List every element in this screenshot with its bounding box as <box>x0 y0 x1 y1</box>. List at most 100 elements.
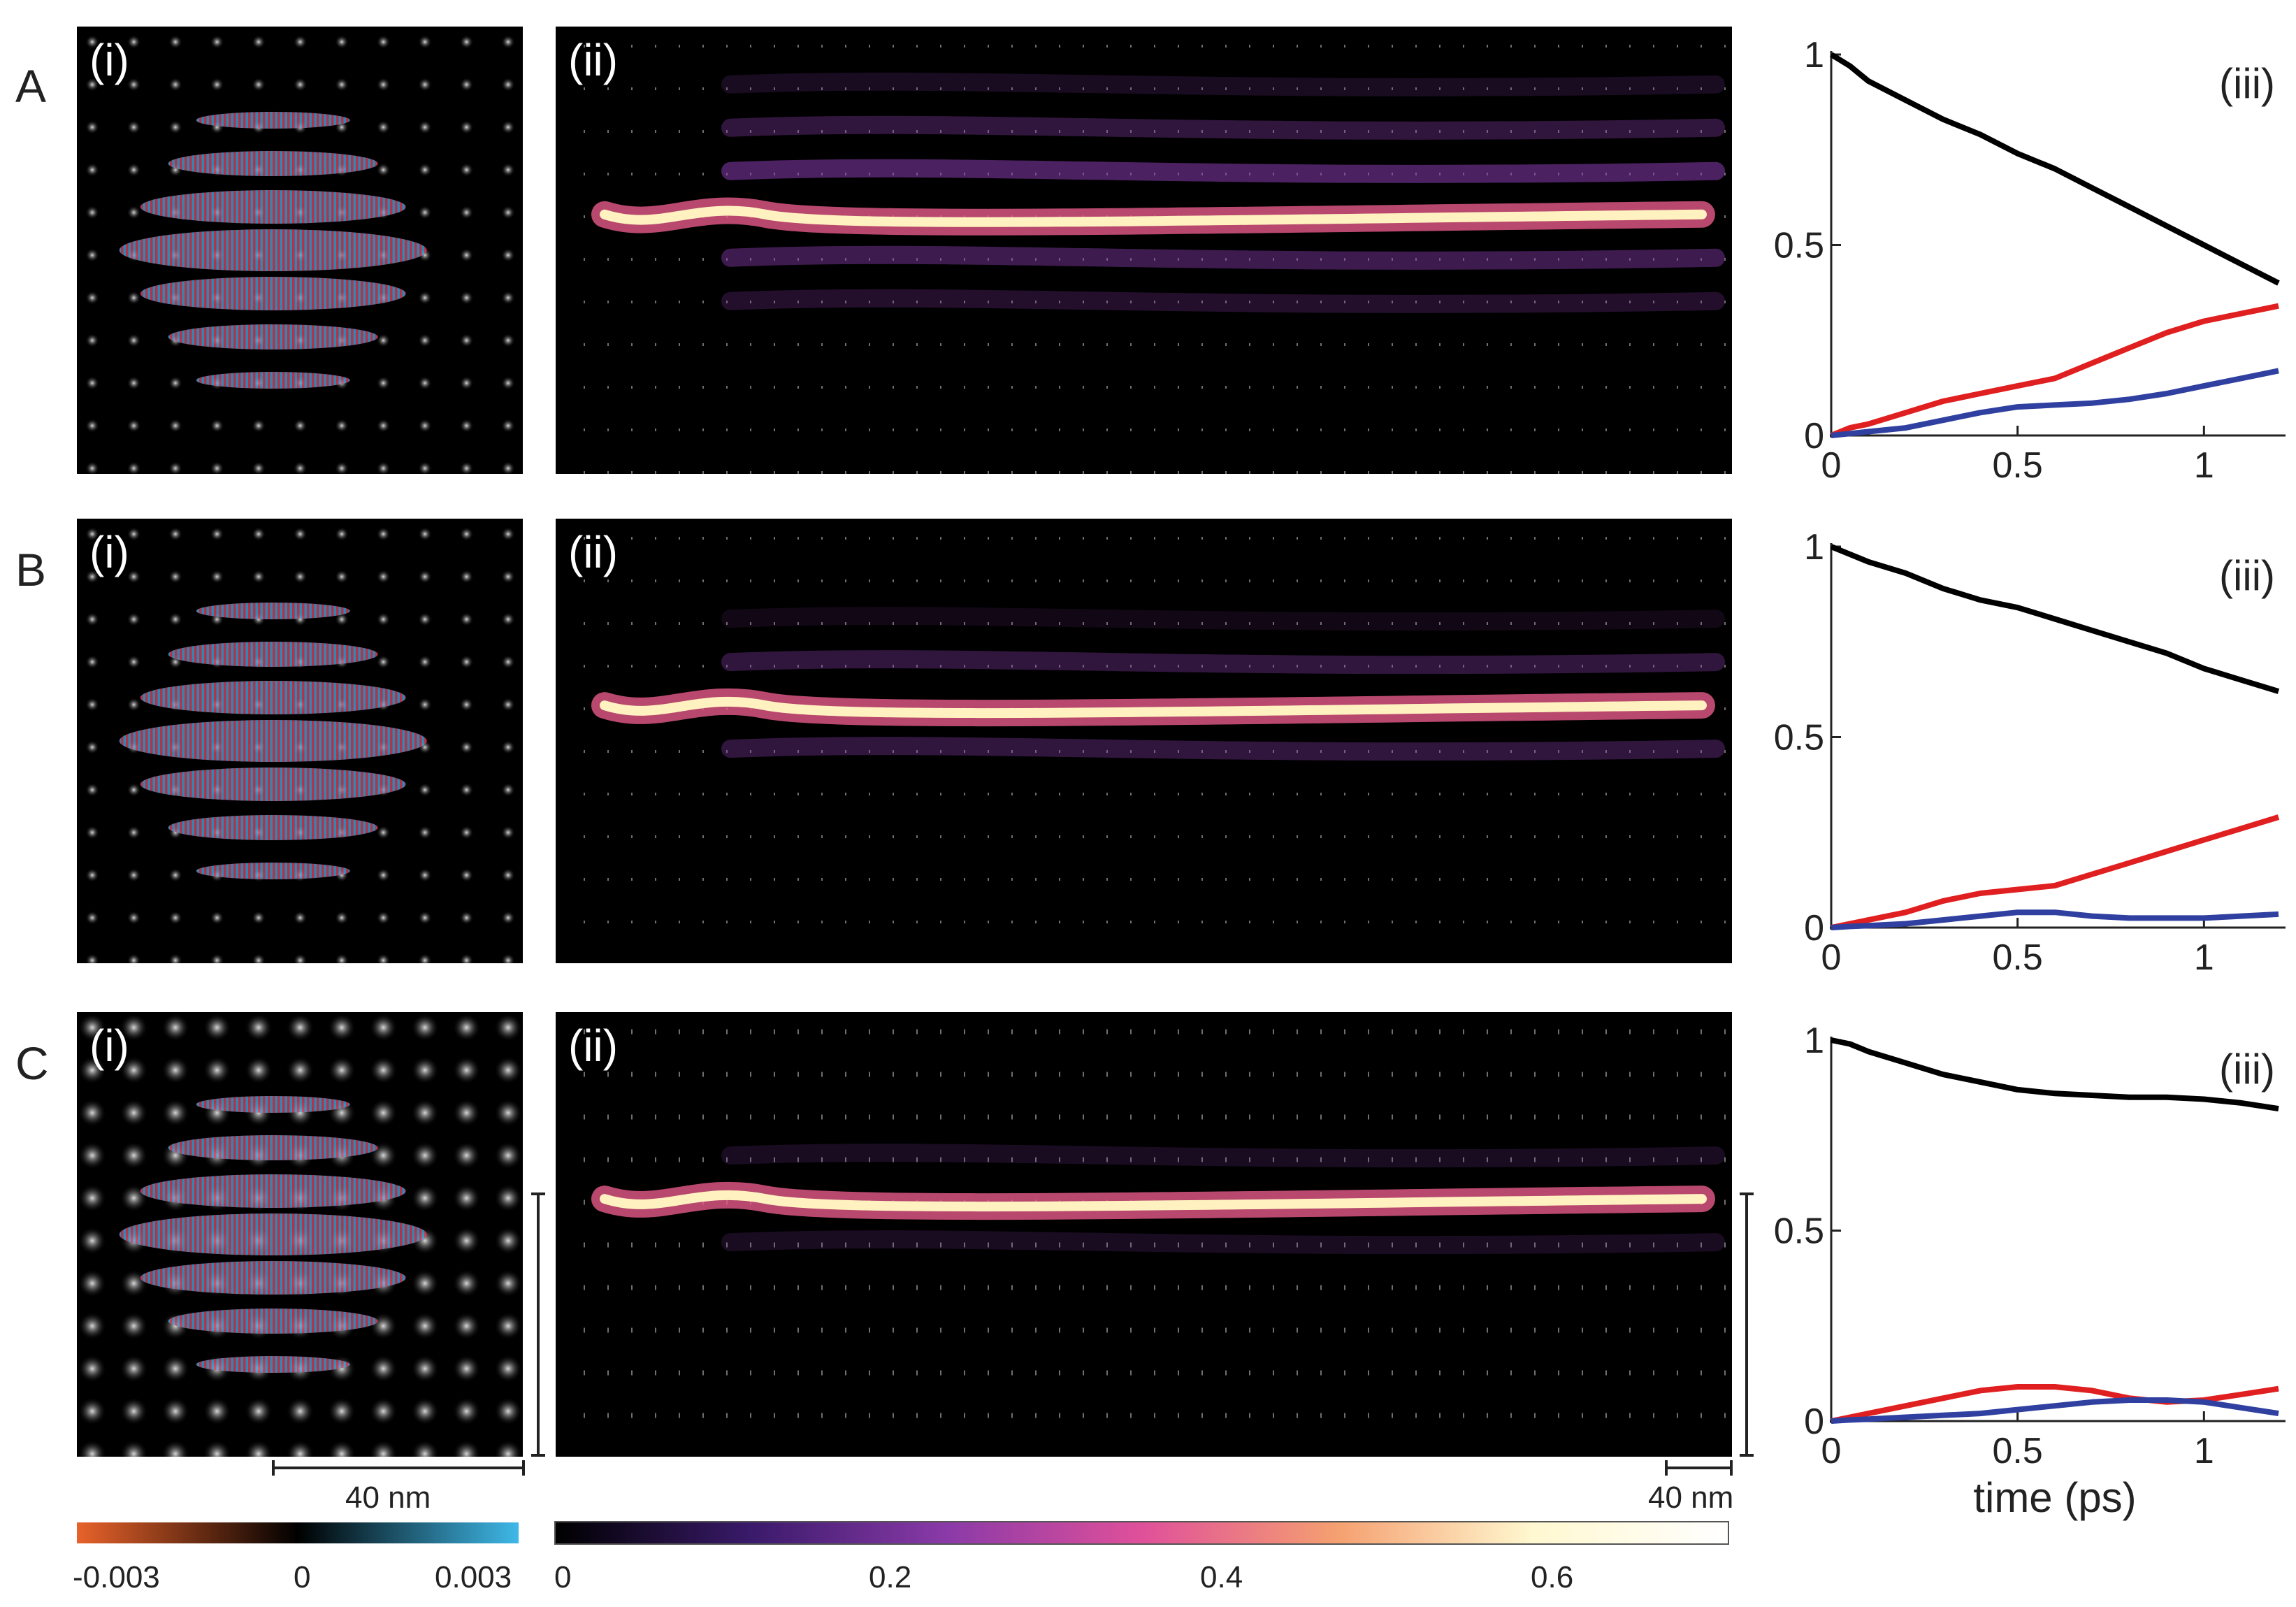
series-line <box>1831 909 2279 930</box>
lattice-site <box>1154 343 1155 346</box>
lattice-site <box>1510 579 1512 582</box>
lattice-site <box>1582 537 1583 540</box>
lattice-site <box>1558 793 1559 795</box>
lattice-site <box>1344 622 1345 625</box>
lattice-site <box>127 78 141 92</box>
lattice-site <box>1249 622 1250 625</box>
lattice-site <box>1320 1029 1322 1035</box>
lattice-site <box>726 130 728 133</box>
lattice-site <box>1083 579 1084 582</box>
lattice-site <box>252 419 266 433</box>
lattice-site <box>607 622 609 625</box>
lattice-site <box>376 570 391 584</box>
lattice-site <box>584 537 585 540</box>
lattice-site <box>1558 1029 1559 1035</box>
lattice-site <box>1510 921 1512 923</box>
lattice-site <box>459 248 474 262</box>
lattice-site <box>494 1227 522 1255</box>
lattice-site <box>893 1370 894 1376</box>
lattice-site <box>631 45 633 48</box>
lattice-site <box>893 428 894 431</box>
x-tick-label: 0 <box>1821 1431 1842 1471</box>
lattice-site <box>418 333 432 347</box>
lattice-site <box>1178 471 1179 474</box>
lattice-site <box>1653 130 1654 133</box>
lattice-site <box>1320 1285 1322 1290</box>
lattice-site <box>127 911 141 925</box>
lattice-site <box>774 471 775 474</box>
lattice-site <box>1201 579 1203 582</box>
lattice-site <box>376 527 391 541</box>
lattice-site <box>1487 878 1488 881</box>
lattice-site <box>1225 1413 1227 1418</box>
lattice-site <box>1201 1370 1203 1376</box>
lattice-site <box>797 386 799 389</box>
lattice-site <box>702 665 704 668</box>
lattice-site <box>774 87 775 90</box>
lattice-site <box>1368 878 1369 881</box>
lattice-site <box>1368 622 1369 625</box>
lattice-site <box>1011 622 1013 625</box>
lattice-site <box>1130 579 1132 582</box>
lattice-site <box>869 537 870 540</box>
lattice-site <box>501 35 515 49</box>
lattice-site <box>726 1285 728 1290</box>
lattice-site <box>335 953 349 963</box>
lattice-site <box>459 826 474 839</box>
lattice-site <box>1534 921 1536 923</box>
lattice-site <box>1701 258 1702 261</box>
y-tick-label: 0 <box>1804 908 1824 949</box>
side-band <box>721 650 1725 675</box>
lattice-site <box>584 793 585 795</box>
lattice-site <box>1558 45 1559 48</box>
lattice-site <box>845 428 846 431</box>
side-band <box>721 159 1725 183</box>
lattice-site <box>1605 537 1607 540</box>
lattice-site <box>1629 428 1631 431</box>
lattice-site <box>1558 878 1559 881</box>
wavefunction-band <box>196 603 350 619</box>
lattice-site <box>774 1242 775 1248</box>
lattice-site <box>452 1056 481 1084</box>
lattice-site <box>1344 878 1345 881</box>
lattice-site <box>1344 1242 1345 1248</box>
lattice-site <box>1320 1072 1322 1077</box>
lattice-site <box>1297 1072 1298 1077</box>
lattice-site <box>1677 537 1678 540</box>
lattice-site <box>1392 343 1393 346</box>
lattice-site <box>1083 1370 1084 1376</box>
lattice-site <box>1320 1327 1322 1333</box>
lattice-site <box>607 1157 609 1162</box>
lattice-site <box>1510 1413 1512 1418</box>
lattice-site <box>1534 87 1536 90</box>
lattice-site <box>1249 87 1250 90</box>
lattice-site <box>1297 87 1298 90</box>
lattice-site <box>726 258 728 261</box>
lattice-site <box>1201 258 1203 261</box>
lattice-site <box>1083 793 1084 795</box>
lattice-site <box>1154 622 1155 625</box>
lattice-site <box>1059 1114 1060 1120</box>
lattice-site <box>85 333 99 347</box>
lattice-site <box>418 527 432 541</box>
lattice-site <box>1273 793 1274 795</box>
lattice-site <box>940 665 941 668</box>
lattice-site <box>1201 1029 1203 1035</box>
lattice-site <box>1249 1072 1250 1077</box>
lattice-site <box>127 461 141 474</box>
lattice-site <box>726 921 728 923</box>
side-band <box>721 115 1725 140</box>
lattice-site <box>726 793 728 795</box>
lattice-site <box>369 1099 398 1127</box>
lattice-site <box>376 35 391 49</box>
lattice-site <box>1106 537 1108 540</box>
lattice-site <box>916 1029 918 1035</box>
lattice-site <box>161 1440 189 1457</box>
lattice-site <box>1558 87 1559 90</box>
lattice-site <box>1368 1370 1369 1376</box>
lattice-site <box>1249 428 1250 431</box>
lattice-site <box>1677 428 1678 431</box>
lattice-site <box>85 740 99 754</box>
lattice-site <box>1083 1029 1084 1035</box>
lattice-site <box>127 333 141 347</box>
